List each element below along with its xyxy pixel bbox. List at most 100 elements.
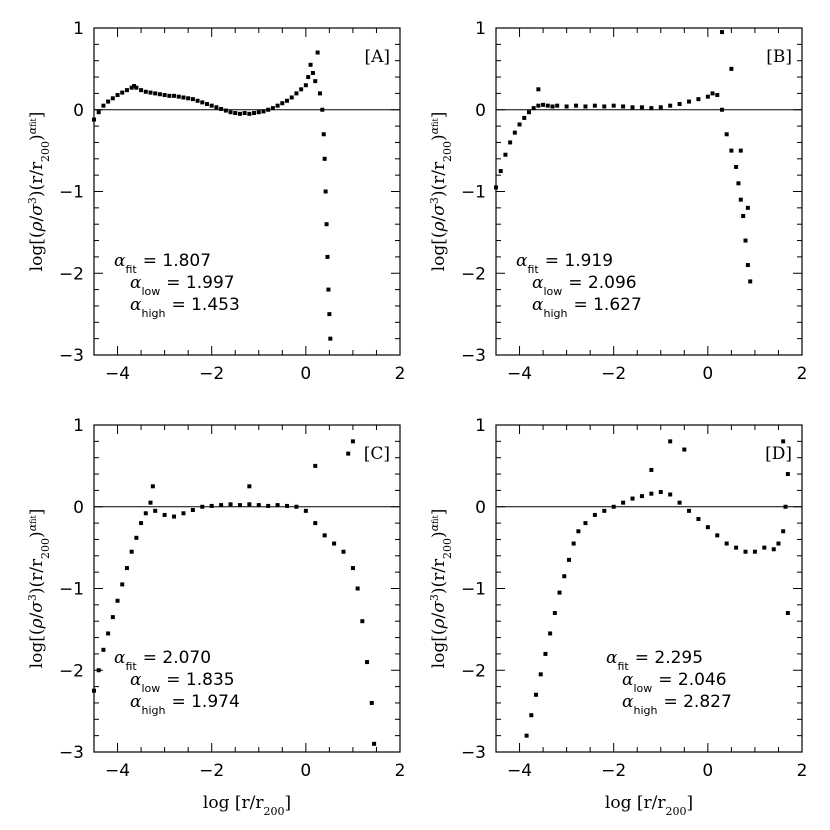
data-point	[649, 491, 654, 496]
y-axis-label: log[(ρ/σ3)(r/r200)αfit]	[26, 112, 52, 272]
data-point	[96, 668, 101, 673]
data-point	[129, 549, 134, 554]
data-point	[494, 185, 498, 190]
data-point	[294, 504, 299, 509]
x-tick-label: −4	[507, 364, 532, 384]
x-tick-label: −2	[199, 761, 224, 781]
data-point	[106, 631, 111, 636]
data-point	[313, 463, 318, 468]
data-point	[776, 541, 781, 546]
data-point	[741, 214, 746, 219]
y-tick-label: −3	[461, 743, 486, 763]
y-tick-label: −1	[59, 580, 84, 600]
data-point	[743, 238, 748, 243]
x-tick-label: −2	[601, 761, 626, 781]
data-point	[719, 30, 724, 35]
data-point	[242, 111, 247, 116]
data-point	[285, 98, 290, 103]
data-point	[783, 504, 788, 509]
alpha-high-label: αhigh = 1.974	[130, 692, 240, 717]
data-point	[153, 508, 158, 513]
data-point	[350, 439, 355, 444]
data-point	[668, 439, 673, 444]
data-point	[270, 106, 275, 111]
data-point	[247, 502, 252, 507]
data-point	[120, 90, 125, 95]
data-point	[630, 496, 635, 501]
y-tick-label: −1	[461, 580, 486, 600]
data-point	[677, 102, 682, 107]
data-point	[148, 90, 153, 95]
data-point	[306, 75, 311, 80]
data-point	[303, 83, 308, 88]
data-point	[639, 105, 644, 110]
data-points	[92, 439, 377, 746]
panel-label: [C]	[364, 444, 390, 464]
data-point	[261, 109, 266, 114]
y-tick-label: 0	[73, 498, 84, 518]
y-tick-label: 0	[73, 101, 84, 121]
data-point	[326, 287, 331, 292]
data-point	[252, 111, 257, 116]
data-point	[256, 503, 261, 508]
data-point	[658, 105, 663, 110]
alpha-low-label: αlow = 2.046	[622, 670, 727, 695]
data-point	[734, 545, 739, 550]
y-axis-label: log[(ρ/σ3)(r/r200)αfit]	[428, 112, 454, 272]
data-point	[327, 312, 332, 317]
x-tick-label: −4	[507, 761, 532, 781]
data-point	[162, 512, 167, 517]
data-point	[541, 102, 546, 107]
data-point	[566, 557, 571, 562]
data-point	[602, 508, 607, 513]
data-point	[508, 140, 513, 145]
data-point	[748, 279, 753, 284]
data-point	[313, 521, 318, 526]
y-tick-label: −2	[461, 264, 486, 284]
data-point	[289, 95, 294, 100]
data-point	[736, 181, 741, 186]
data-point	[322, 156, 327, 161]
x-tick-label: 0	[702, 761, 713, 781]
data-point	[303, 508, 308, 513]
x-tick-label: 2	[395, 364, 406, 384]
alpha-fit-label: αfit = 1.919	[516, 251, 613, 276]
y-tick-label: −2	[59, 661, 84, 681]
x-tick-label: −2	[199, 364, 224, 384]
data-point	[101, 103, 106, 108]
alpha-low-label: αlow = 1.997	[130, 273, 235, 298]
data-point	[219, 503, 224, 508]
data-point	[195, 98, 200, 103]
data-point	[328, 336, 333, 341]
data-point	[649, 106, 654, 111]
data-point	[524, 733, 529, 738]
data-point	[531, 106, 536, 111]
data-point	[143, 511, 148, 516]
data-point	[247, 111, 252, 116]
panel-1: −4 −2 0 2 −3 −2 −1 0 1 log[(ρ/σ3)(r/r200)αfit] [A]…	[26, 19, 406, 384]
data-point	[576, 529, 581, 534]
data-point	[280, 101, 285, 106]
x-axis-label: log [r/r200]	[203, 793, 291, 818]
data-point	[323, 189, 328, 194]
data-point	[668, 492, 673, 497]
data-point	[129, 85, 134, 90]
x-tick-label: 0	[300, 761, 311, 781]
data-point	[752, 549, 757, 554]
panel-label: [A]	[364, 47, 390, 67]
data-point	[275, 503, 280, 508]
x-tick-label: 0	[702, 364, 713, 384]
data-point	[228, 502, 233, 507]
data-point	[630, 105, 635, 110]
data-point	[571, 541, 576, 546]
data-point	[204, 102, 209, 107]
y-tick-label: −3	[59, 346, 84, 366]
data-point	[256, 110, 261, 115]
data-point	[115, 93, 120, 98]
data-point	[583, 521, 588, 526]
data-point	[172, 514, 177, 519]
data-point	[294, 91, 299, 96]
data-point	[552, 611, 557, 616]
y-tick-label: −2	[461, 661, 486, 681]
data-point	[696, 517, 701, 522]
